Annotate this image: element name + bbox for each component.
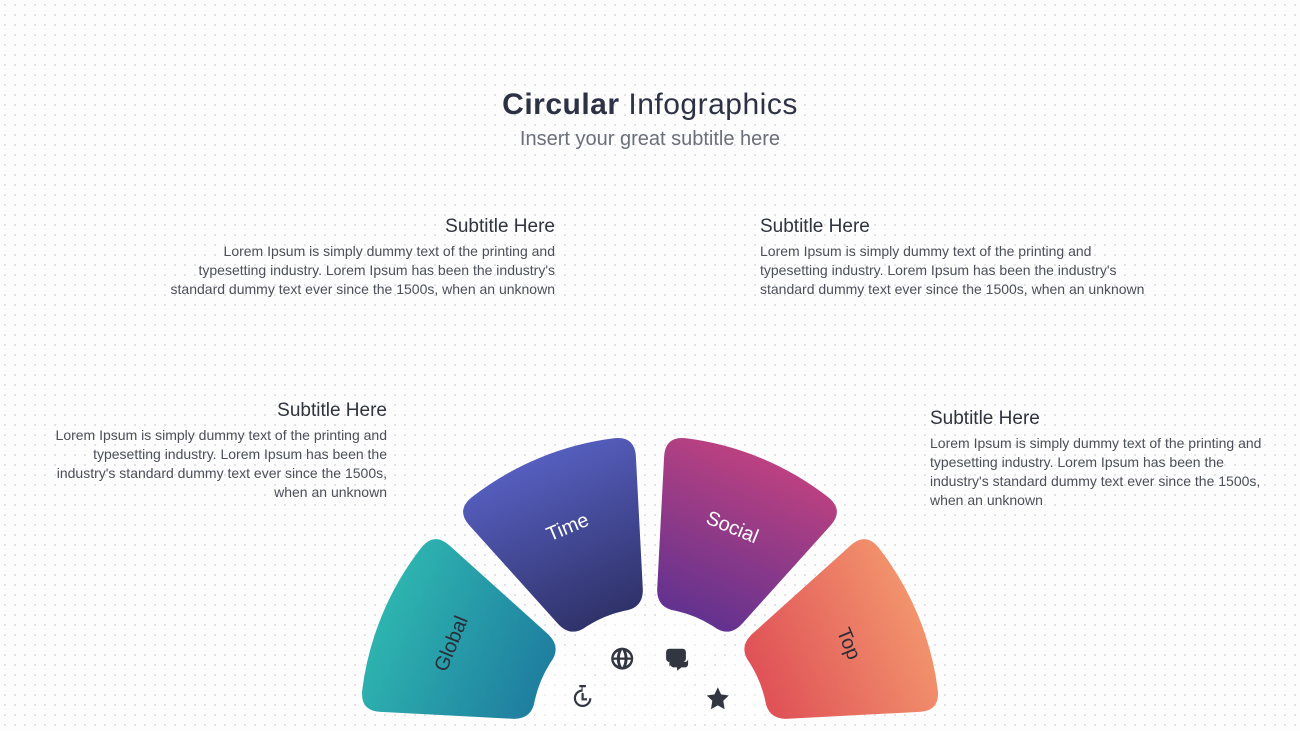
header-block: Circular Infographics Insert your great … [0, 88, 1300, 151]
fan-chart: GlobalTimeSocialTop [220, 331, 1080, 731]
callout-heading: Subtitle Here [760, 216, 1155, 238]
page-subtitle: Insert your great subtitle here [0, 128, 1300, 151]
title-bold: Circular [502, 88, 619, 121]
callout-0: Subtitle Here Lorem Ipsum is simply dummy… [160, 216, 555, 299]
callout-heading: Subtitle Here [160, 216, 555, 238]
callout-body: Lorem Ipsum is simply dummy text of the … [160, 242, 555, 299]
page-title: Circular Infographics [0, 88, 1300, 122]
title-light: Infographics [628, 88, 797, 121]
callout-1: Subtitle Here Lorem Ipsum is simply dummy… [760, 216, 1155, 299]
callout-body: Lorem Ipsum is simply dummy text of the … [760, 242, 1155, 299]
